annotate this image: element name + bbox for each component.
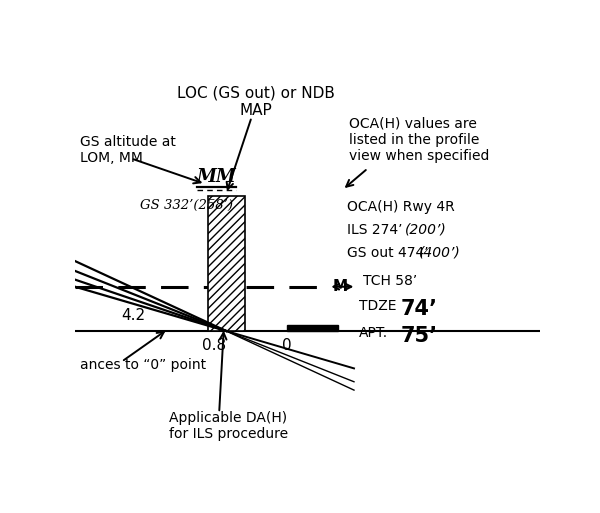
- Text: 74’: 74’: [401, 299, 437, 319]
- Text: M: M: [333, 279, 348, 294]
- Text: APT.: APT.: [359, 326, 388, 340]
- Text: MM: MM: [197, 168, 236, 186]
- Text: (400’): (400’): [419, 246, 461, 260]
- Text: GS 332’(258’): GS 332’(258’): [140, 199, 233, 212]
- Text: TCH 58’: TCH 58’: [364, 274, 418, 288]
- Text: 75’: 75’: [401, 326, 437, 346]
- Text: 0: 0: [282, 338, 292, 353]
- Bar: [208, 196, 245, 331]
- Text: GS out 474’: GS out 474’: [347, 246, 428, 260]
- Text: TDZE: TDZE: [359, 299, 396, 312]
- Text: 4.2: 4.2: [121, 308, 146, 323]
- Text: OCA(H) values are
listed in the profile
view when specified: OCA(H) values are listed in the profile …: [349, 117, 490, 163]
- Text: ILS 274’: ILS 274’: [347, 223, 403, 236]
- Text: Applicable DA(H)
for ILS procedure: Applicable DA(H) for ILS procedure: [169, 411, 288, 441]
- Text: LOC (GS out) or NDB
MAP: LOC (GS out) or NDB MAP: [178, 85, 335, 117]
- Bar: [287, 325, 338, 331]
- Text: (200’): (200’): [405, 223, 447, 236]
- Text: 0.8: 0.8: [202, 338, 227, 353]
- Text: ances to “0” point: ances to “0” point: [80, 358, 206, 372]
- Text: OCA(H) Rwy 4R: OCA(H) Rwy 4R: [347, 200, 455, 214]
- Text: GS altitude at
LOM, MM: GS altitude at LOM, MM: [80, 134, 176, 165]
